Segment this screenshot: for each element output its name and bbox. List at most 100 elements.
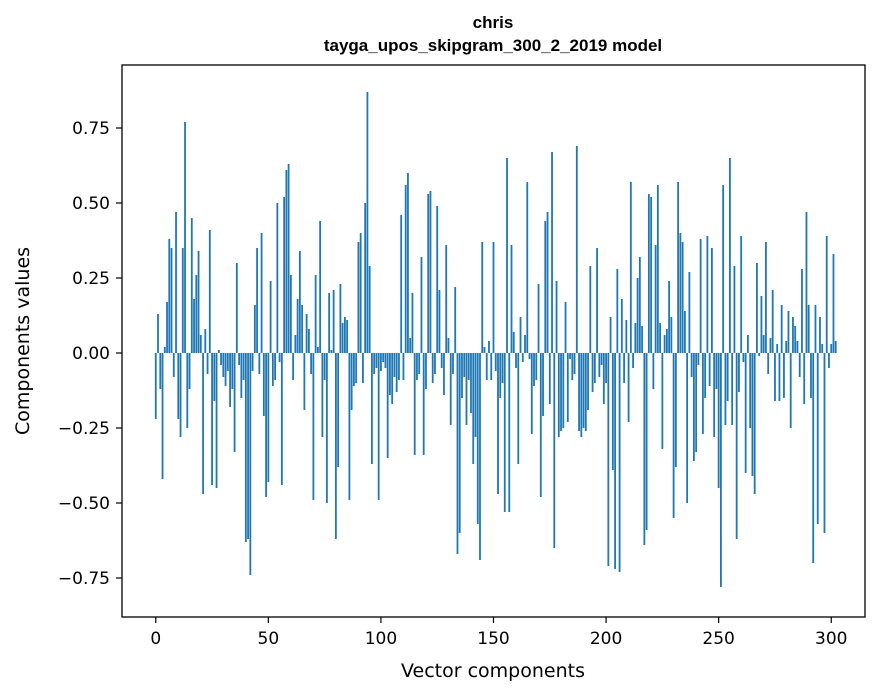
bar-23: [206, 353, 209, 374]
bar-201: [607, 353, 610, 566]
bar-19: [197, 251, 200, 353]
y-tick-label: 0.75: [72, 119, 110, 139]
bar-218: [645, 353, 648, 530]
bar-71: [314, 275, 317, 353]
bar-172: [542, 353, 544, 416]
bar-126: [438, 290, 441, 353]
bar-103: [386, 353, 389, 458]
bar-171: [539, 353, 542, 497]
bar-163: [521, 353, 524, 362]
bar-132: [452, 353, 454, 374]
bar-286: [798, 353, 801, 377]
bar-183: [566, 353, 569, 422]
y-tick-label: −0.75: [58, 569, 110, 589]
bar-179: [557, 353, 560, 437]
bar-102: [384, 353, 387, 368]
bar-275: [774, 353, 776, 401]
bar-159: [512, 332, 515, 353]
y-axis-ticks: −0.75 −0.50 −0.25 0.00 0.25 0.50 0.75: [58, 119, 122, 589]
bar-130: [447, 338, 450, 353]
bar-288: [803, 353, 806, 404]
bar-80: [334, 353, 337, 539]
bar-184: [569, 353, 571, 359]
bar-25: [211, 353, 213, 485]
bar-175: [548, 353, 551, 404]
bar-143: [476, 353, 479, 524]
bar-267: [756, 263, 758, 353]
bar-83: [341, 323, 344, 353]
bar-142: [474, 353, 477, 437]
bar-136: [461, 353, 463, 398]
bar-164: [524, 335, 526, 353]
bar-47: [260, 233, 263, 353]
bar-96: [371, 353, 373, 464]
bar-110: [402, 353, 405, 380]
bar-169: [535, 353, 538, 380]
bar-68: [307, 329, 310, 353]
bar-293: [814, 305, 817, 353]
x-tick-label: 50: [258, 629, 280, 649]
bar-87: [350, 353, 353, 410]
bar-167: [530, 353, 533, 434]
bar-69: [310, 353, 313, 374]
bar-197: [598, 353, 601, 377]
bar-239: [692, 353, 695, 461]
bar-91: [359, 233, 362, 353]
bar-100: [380, 353, 382, 371]
bar-72: [316, 347, 319, 353]
bar-168: [533, 353, 535, 386]
bar-146: [483, 347, 486, 353]
bar-284: [794, 326, 797, 353]
bar-251: [720, 353, 722, 587]
bar-252: [722, 185, 725, 353]
bar-229: [670, 317, 673, 353]
bar-294: [816, 353, 819, 524]
bar-205: [616, 269, 619, 353]
bar-219: [647, 194, 650, 353]
bar-46: [258, 353, 261, 374]
bar-17: [193, 299, 195, 353]
bar-88: [353, 353, 355, 386]
bar-189: [580, 353, 583, 437]
bar-186: [573, 353, 576, 374]
bar-280: [785, 341, 788, 353]
bar-156: [506, 158, 508, 353]
y-tick-label: 0.50: [72, 194, 110, 214]
bar-78: [330, 350, 333, 353]
bar-295: [819, 317, 821, 353]
bar-122: [429, 191, 432, 353]
bar-214: [636, 278, 639, 353]
bar-2: [159, 353, 162, 389]
bar-38: [240, 353, 243, 398]
plot-frame: [121, 64, 866, 618]
bar-138: [465, 353, 468, 425]
bar-95: [368, 266, 371, 353]
bar-225: [661, 353, 664, 449]
bar-108: [398, 353, 400, 380]
bar-121: [427, 194, 430, 353]
bar-243: [701, 353, 704, 434]
bar-246: [708, 353, 711, 386]
bar-16: [190, 218, 193, 353]
bar-53: [274, 353, 276, 380]
bar-144: [479, 353, 481, 560]
bar-249: [715, 353, 718, 389]
bar-123: [431, 353, 434, 383]
bar-75: [323, 353, 326, 380]
bar-24: [208, 230, 211, 353]
bar-298: [825, 236, 828, 353]
bar-145: [481, 242, 484, 353]
bar-37: [238, 353, 240, 365]
bar-253: [724, 353, 727, 425]
bar-290: [807, 305, 810, 353]
bar-221: [652, 353, 655, 389]
bar-173: [544, 221, 547, 353]
bar-240: [695, 353, 698, 452]
bar-7: [170, 248, 173, 353]
bar-0: [154, 353, 157, 419]
bar-73: [319, 221, 322, 353]
bar-212: [632, 353, 634, 368]
bar-216: [641, 326, 643, 353]
bar-283: [792, 317, 794, 353]
